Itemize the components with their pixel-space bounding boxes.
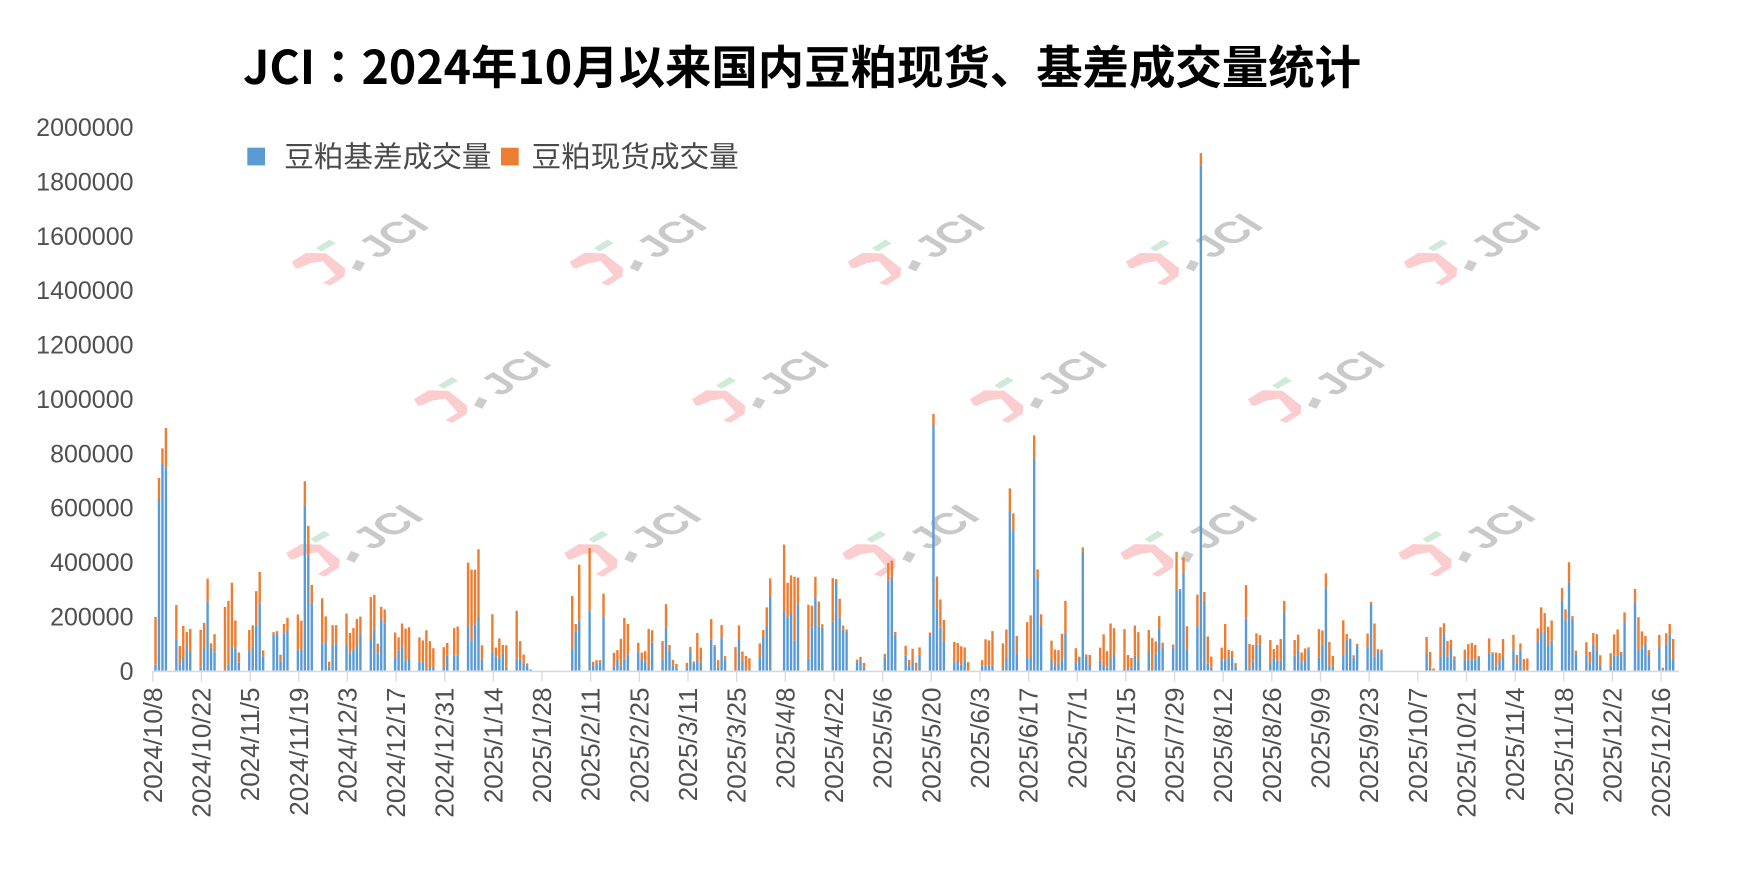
svg-text:1400000: 1400000	[36, 277, 133, 305]
svg-text:2025/10/21: 2025/10/21	[1451, 688, 1481, 818]
svg-text:400000: 400000	[50, 549, 133, 577]
svg-text:2025/12/16: 2025/12/16	[1646, 688, 1676, 818]
svg-text:2025/2/11: 2025/2/11	[576, 688, 606, 802]
svg-text:2025/11/18: 2025/11/18	[1549, 688, 1579, 816]
svg-text:2025/7/15: 2025/7/15	[1111, 688, 1141, 804]
svg-text:2025/1/14: 2025/1/14	[478, 688, 508, 804]
svg-text:2000000: 2000000	[36, 114, 133, 142]
svg-text:2024/12/3: 2024/12/3	[332, 688, 362, 804]
svg-text:2024/12/17: 2024/12/17	[381, 688, 411, 818]
svg-text:2025/4/8: 2025/4/8	[770, 688, 800, 789]
svg-text:2025/8/12: 2025/8/12	[1208, 688, 1238, 804]
svg-text:1600000: 1600000	[36, 223, 133, 251]
svg-text:2025/12/2: 2025/12/2	[1597, 688, 1627, 804]
svg-text:2024/10/22: 2024/10/22	[186, 688, 216, 818]
svg-text:800000: 800000	[50, 440, 133, 468]
svg-text:2025/8/26: 2025/8/26	[1257, 688, 1287, 804]
svg-text:600000: 600000	[50, 495, 133, 523]
svg-text:2025/4/22: 2025/4/22	[819, 688, 849, 804]
svg-text:1000000: 1000000	[36, 386, 133, 414]
svg-text:2025/3/11: 2025/3/11	[673, 688, 703, 802]
svg-text:1800000: 1800000	[36, 169, 133, 197]
svg-text:2025/6/17: 2025/6/17	[1014, 688, 1044, 804]
svg-text:2025/9/23: 2025/9/23	[1354, 688, 1384, 804]
svg-text:2025/1/28: 2025/1/28	[527, 688, 557, 804]
svg-text:2025/3/25: 2025/3/25	[722, 688, 752, 804]
svg-text:2025/2/25: 2025/2/25	[624, 688, 654, 804]
svg-text:2025/7/1: 2025/7/1	[1062, 688, 1092, 789]
svg-text:0: 0	[120, 658, 134, 686]
svg-text:2024/11/5: 2024/11/5	[235, 688, 265, 802]
svg-text:2024/11/19: 2024/11/19	[284, 688, 314, 816]
svg-text:2025/10/7: 2025/10/7	[1403, 688, 1433, 804]
svg-text:2025/11/4: 2025/11/4	[1500, 688, 1530, 802]
svg-text:200000: 200000	[50, 603, 133, 631]
svg-text:2024/10/8: 2024/10/8	[138, 688, 168, 804]
svg-text:2025/9/9: 2025/9/9	[1306, 688, 1336, 789]
svg-text:2025/5/6: 2025/5/6	[868, 688, 898, 789]
svg-text:1200000: 1200000	[36, 332, 133, 360]
svg-text:2024/12/31: 2024/12/31	[430, 688, 460, 818]
svg-text:2025/6/3: 2025/6/3	[965, 688, 995, 789]
svg-text:2025/7/29: 2025/7/29	[1160, 688, 1190, 804]
svg-text:2025/5/20: 2025/5/20	[916, 688, 946, 804]
